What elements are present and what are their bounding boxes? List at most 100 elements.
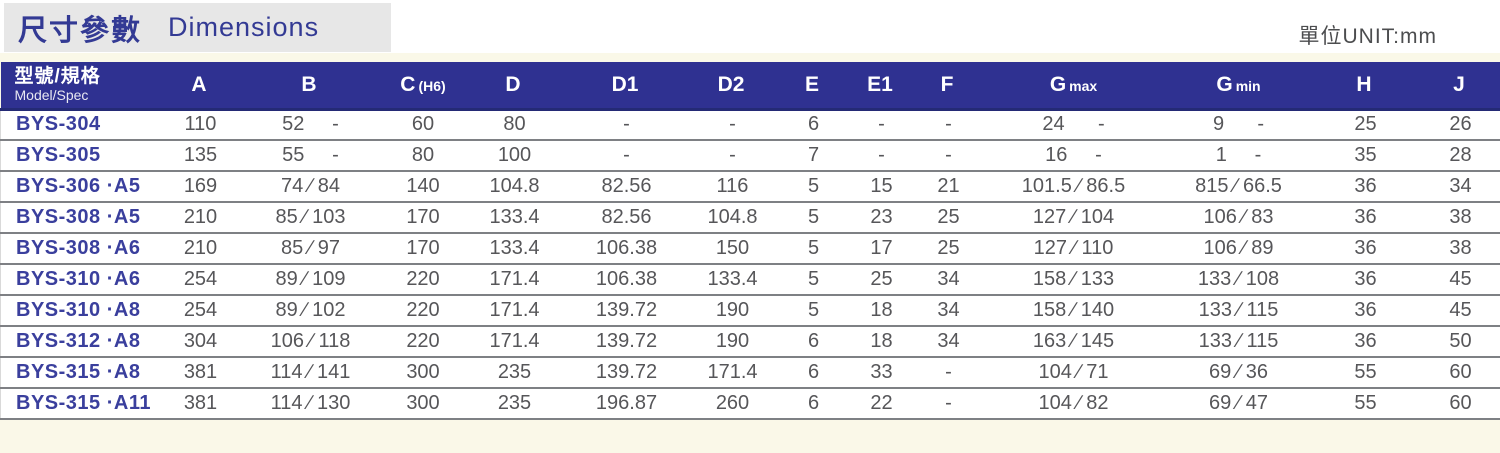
value-cell: 35 — [1310, 140, 1421, 172]
column-header-main: D2 — [717, 72, 745, 96]
value-cell: 7 — [780, 140, 847, 172]
value-cell: 55 — [1310, 388, 1421, 420]
value-cell: 25 — [916, 233, 981, 265]
model-cell: BYS-305 — [0, 140, 166, 172]
value-cell: 34 — [916, 295, 981, 327]
column-header-main: J — [1453, 72, 1465, 96]
table-row: BYS-312 ·A8 304 106 ∕ 118 220 171.4 139.… — [0, 326, 1500, 358]
column-header-main: G — [1216, 72, 1233, 96]
value-cell: 254 — [165, 264, 236, 296]
column-header: J — [1420, 62, 1500, 111]
value-cell: 82.56 — [568, 171, 685, 203]
value-cell: 55 - — [235, 140, 386, 172]
value-cell: 116 — [684, 171, 781, 203]
value-cell: 69 ∕ 47 — [1166, 388, 1311, 420]
value-cell: 18 — [846, 295, 917, 327]
table-row: BYS-305 135 55 - 80 100 - - 7 - - 16 - 1… — [0, 140, 1500, 172]
value-cell: 815 ∕ 66.5 — [1166, 171, 1311, 203]
value-cell: 190 — [684, 326, 781, 358]
column-header-main: H — [1356, 72, 1372, 96]
value-cell: 80 — [385, 140, 461, 172]
column-header-main: E1 — [867, 72, 893, 96]
value-cell: - — [916, 357, 981, 389]
table-row: BYS-308 ·A5 210 85 ∕ 103 170 133.4 82.56… — [0, 202, 1500, 234]
value-cell: 170 — [385, 233, 461, 265]
value-cell: 133.4 — [460, 202, 569, 234]
model-cell: BYS-306 ·A5 — [0, 171, 166, 203]
value-cell: 133 ∕ 108 — [1166, 264, 1311, 296]
value-cell: 34 — [916, 264, 981, 296]
column-header: B — [235, 62, 386, 111]
value-cell: 171.4 — [684, 357, 781, 389]
value-cell: 15 — [846, 171, 917, 203]
value-cell: - — [846, 109, 917, 141]
value-cell: 23 — [846, 202, 917, 234]
model-cell: BYS-304 — [0, 109, 166, 141]
value-cell: 106.38 — [568, 233, 685, 265]
column-header-main: C — [400, 72, 416, 96]
value-cell: 36 — [1310, 264, 1421, 296]
table-row: BYS-306 ·A5 169 74 ∕ 84 140 104.8 82.56 … — [0, 171, 1500, 203]
value-cell: 171.4 — [460, 295, 569, 327]
value-cell: 45 — [1420, 295, 1500, 327]
value-cell: 110 — [165, 109, 236, 141]
value-cell: 139.72 — [568, 326, 685, 358]
value-cell: 114 ∕ 141 — [235, 357, 386, 389]
value-cell: 45 — [1420, 264, 1500, 296]
value-cell: 133.4 — [460, 233, 569, 265]
bottom-strip — [0, 442, 1500, 453]
unit-label: 單位UNIT:mm — [1298, 25, 1437, 48]
value-cell: - — [916, 388, 981, 420]
value-cell: - — [916, 140, 981, 172]
value-cell: 85 ∕ 97 — [235, 233, 386, 265]
value-cell: 158 ∕ 140 — [980, 295, 1167, 327]
value-cell: 171.4 — [460, 326, 569, 358]
value-cell: 133.4 — [684, 264, 781, 296]
value-cell: 171.4 — [460, 264, 569, 296]
page-title-en: Dimensions — [168, 12, 320, 42]
column-header-main: B — [301, 72, 317, 96]
value-cell: 6 — [780, 357, 847, 389]
model-header-zh: 型號/規格 — [14, 66, 101, 88]
value-cell: 220 — [385, 295, 461, 327]
model-cell: BYS-315 ·A8 — [0, 357, 166, 389]
value-cell: 114 ∕ 130 — [235, 388, 386, 420]
value-cell: 6 — [780, 326, 847, 358]
value-cell: 100 — [460, 140, 569, 172]
column-header-main: D1 — [611, 72, 639, 96]
value-cell: 300 — [385, 388, 461, 420]
model-cell: BYS-315 ·A11 — [0, 388, 166, 420]
value-cell: 150 — [684, 233, 781, 265]
value-cell: 36 — [1310, 326, 1421, 358]
value-cell: 300 — [385, 357, 461, 389]
value-cell: 139.72 — [568, 357, 685, 389]
table-row: BYS-308 ·A6 210 85 ∕ 97 170 133.4 106.38… — [0, 233, 1500, 265]
column-header-main: F — [940, 72, 954, 96]
value-cell: 22 — [846, 388, 917, 420]
value-cell: 133 ∕ 115 — [1166, 326, 1311, 358]
value-cell: 9 - — [1166, 109, 1311, 141]
column-header-sub: (H6) — [418, 77, 446, 94]
value-cell: 60 — [1420, 357, 1500, 389]
value-cell: - — [568, 109, 685, 141]
value-cell: 104.8 — [460, 171, 569, 203]
value-cell: 25 — [846, 264, 917, 296]
value-cell: 140 — [385, 171, 461, 203]
model-cell: BYS-312 ·A8 — [0, 326, 166, 358]
value-cell: 1 - — [1166, 140, 1311, 172]
value-cell: 190 — [684, 295, 781, 327]
value-cell: 158 ∕ 133 — [980, 264, 1167, 296]
value-cell: 106 ∕ 118 — [235, 326, 386, 358]
value-cell: 21 — [916, 171, 981, 203]
value-cell: 34 — [916, 326, 981, 358]
column-header-sub: max — [1069, 77, 1098, 94]
value-cell: - — [846, 140, 917, 172]
value-cell: 50 — [1420, 326, 1500, 358]
value-cell: 26 — [1420, 109, 1500, 141]
value-cell: 82.56 — [568, 202, 685, 234]
value-cell: 5 — [780, 264, 847, 296]
column-header-main: D — [505, 72, 521, 96]
